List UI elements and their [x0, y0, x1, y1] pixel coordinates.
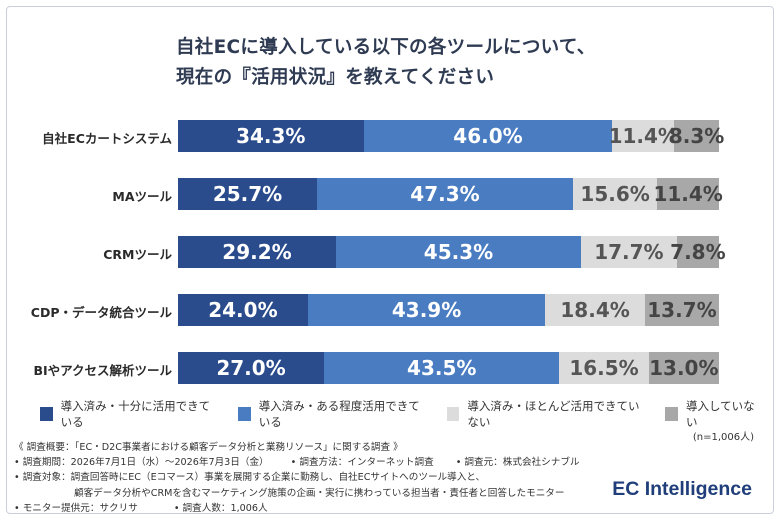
legend-swatch — [446, 407, 460, 421]
legend-swatch — [665, 407, 679, 421]
data-label: 43.9% — [391, 298, 462, 322]
bar-segment: 7.8% — [670, 236, 726, 268]
legend-swatch — [238, 407, 251, 421]
bar-segment: 29.2% — [178, 236, 336, 268]
category-label: MAツール — [112, 189, 172, 204]
data-label: 29.2% — [222, 240, 292, 264]
bar-segment: 17.7% — [581, 236, 677, 268]
survey-meta-row: • 調査期間：2026年7月1日（水）〜2026年7月3日（金） • 調査方法：イ… — [14, 455, 580, 470]
survey-method: • 調査方法：インターネット調査 — [290, 457, 434, 469]
category-label: BIやアクセス解析ツール — [33, 363, 172, 378]
bar-segment: 11.4% — [609, 120, 678, 152]
bar-segment: 43.9% — [307, 294, 546, 326]
data-label: 18.4% — [560, 298, 630, 322]
chart-legend: 導入済み・十分に活用できている 導入済み・ある程度活用できている 導入済み・ほとんど… — [40, 398, 780, 430]
survey-meta-row-2: • モニター提供元：サクリサ • 調査人数：1,006人 — [14, 501, 580, 516]
bar-segment: 11.4% — [653, 178, 723, 210]
data-label: 45.3% — [423, 240, 494, 264]
legend-label: 導入済み・十分に活用できている — [60, 399, 211, 429]
legend-item: 導入済み・十分に活用できている — [40, 398, 216, 430]
category-label: 自社ECカートシステム — [42, 131, 172, 146]
data-label: 11.4% — [608, 124, 678, 148]
data-label: 13.7% — [647, 298, 717, 322]
survey-source: • 調査元：株式会社シナブル — [455, 457, 580, 469]
category-label: CRMツール — [103, 247, 172, 262]
legend-item: 導入済み・ほとんど活用できていない — [446, 398, 644, 430]
data-label: 34.3% — [236, 124, 306, 148]
bar-segment: 18.4% — [545, 294, 645, 326]
data-label: 7.8% — [670, 240, 726, 264]
data-label: 17.7% — [594, 240, 664, 264]
data-label: 25.7% — [212, 182, 283, 206]
chart-frame — [6, 6, 774, 514]
legend-label: 導入済み・ほとんど活用できていない — [467, 399, 640, 429]
survey-notes: 《 調査概要：「EC・D2C事業者における顧客データ分析と業務リソース」に関する… — [14, 440, 580, 516]
title-line-1: 自社ECに導入している以下の各ツールについて、 — [176, 37, 596, 58]
bar-segment: 45.3% — [335, 236, 582, 268]
survey-target-cont: 顧客データ分析やCRMを含むマーケティング施策の企画・実行に携わっている担当者・… — [74, 487, 565, 499]
sample-size-note: (n=1,006人) — [692, 432, 754, 443]
data-label: 47.3% — [410, 182, 480, 206]
data-label: 46.0% — [453, 124, 523, 148]
data-label: 27.0% — [216, 356, 286, 380]
title-line-2: 現在の『活用状況』を教えてください — [176, 67, 495, 88]
data-label: 15.6% — [580, 182, 650, 206]
bar-segment: 47.3% — [317, 178, 573, 210]
legend-swatch — [40, 407, 53, 421]
data-label: 43.5% — [407, 356, 477, 380]
bar-segment: 8.3% — [669, 120, 724, 152]
bar-segment: 16.5% — [559, 352, 649, 384]
bar-segment: 27.0% — [178, 352, 325, 384]
brand-logo: EC Intelligence — [612, 478, 752, 500]
legend-item: 導入済み・ある程度活用できている — [238, 398, 425, 430]
bar-segment: 15.6% — [572, 178, 658, 210]
legend-label: 導入済み・ある程度活用できている — [258, 399, 420, 429]
legend-label: 導入していない — [686, 399, 755, 429]
data-label: 16.5% — [569, 356, 639, 380]
survey-period: • 調査期間：2026年7月1日（水）〜2026年7月3日（金） — [14, 457, 269, 469]
data-label: 24.0% — [208, 298, 278, 322]
chart-title: 自社ECに導入している以下の各ツールについて、 現在の『活用状況』を教えてくださ… — [176, 33, 596, 93]
bar-segment: 34.3% — [178, 120, 364, 152]
bar-segment: 13.0% — [648, 352, 719, 384]
data-label: 8.3% — [668, 124, 725, 148]
bar-segment: 46.0% — [363, 120, 613, 152]
bar-segment: 24.0% — [178, 294, 308, 326]
survey-target: • 調査対象：調査回答時にEC（Eコマース）事業を展開する企業に勤務し、自社EC… — [14, 472, 486, 484]
survey-count: • 調査人数：1,006人 — [173, 502, 268, 514]
bar-segment: 13.7% — [644, 294, 719, 326]
survey-provider: • モニター提供元：サクリサ — [14, 502, 138, 514]
bar-segment: 43.5% — [324, 352, 560, 384]
bar-segment: 25.7% — [178, 178, 318, 210]
data-label: 13.0% — [649, 356, 719, 380]
survey-title: 《 調査概要：「EC・D2C事業者における顧客データ分析と業務リソース」に関する… — [14, 442, 403, 453]
data-label: 11.4% — [653, 182, 723, 206]
legend-item: 導入していない — [665, 398, 758, 430]
category-label: CDP・データ統合ツール — [30, 305, 172, 320]
